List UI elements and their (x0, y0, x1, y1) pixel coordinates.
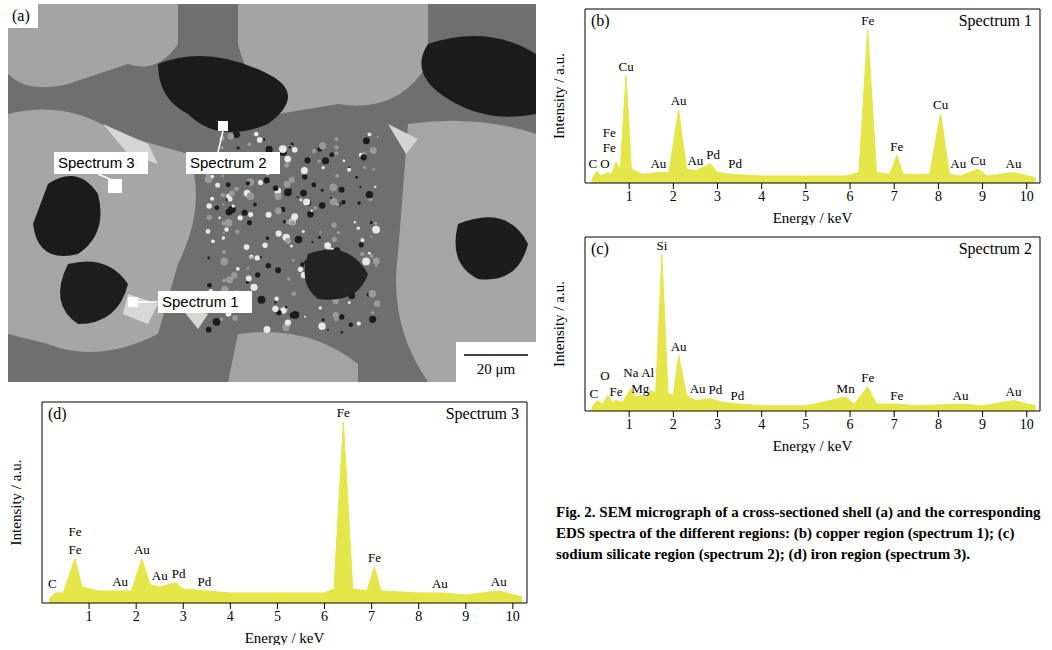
svg-text:6: 6 (321, 609, 328, 624)
svg-text:6: 6 (847, 417, 854, 432)
svg-text:Au: Au (112, 574, 128, 589)
svg-text:Fe: Fe (890, 388, 903, 403)
svg-text:Intensity / a.u.: Intensity / a.u. (551, 53, 567, 139)
svg-text:Spectrum 1: Spectrum 1 (162, 293, 239, 310)
svg-text:Au: Au (690, 381, 706, 396)
svg-text:1: 1 (626, 189, 633, 204)
svg-text:Si: Si (656, 238, 667, 253)
svg-text:Energy / keV: Energy / keV (773, 438, 853, 453)
html-text:Spectrum 3: Spectrum 3 (445, 405, 519, 422)
svg-text:Au: Au (671, 339, 687, 354)
svg-text:Fe: Fe (861, 370, 874, 385)
svg-text:Pd: Pd (708, 382, 722, 397)
svg-text:Au: Au (432, 576, 448, 591)
svg-text:4: 4 (758, 417, 765, 432)
svg-text:Energy / keV: Energy / keV (245, 630, 325, 645)
svg-text:2: 2 (670, 189, 677, 204)
svg-text:O: O (600, 156, 609, 171)
svg-text:3: 3 (180, 609, 187, 624)
svg-text:Fe: Fe (68, 524, 81, 539)
svg-text:Au: Au (491, 574, 507, 589)
svg-text:Au: Au (1006, 384, 1022, 399)
svg-text:3: 3 (714, 417, 721, 432)
svg-text:Fe: Fe (609, 384, 622, 399)
svg-text:Spectrum 3: Spectrum 3 (58, 154, 135, 171)
svg-text:5: 5 (274, 609, 281, 624)
svg-text:Cu: Cu (933, 97, 949, 112)
svg-text:Spectrum 2: Spectrum 2 (190, 154, 267, 171)
html-text:(b): (b) (591, 12, 610, 29)
html-text:Fig. 2. SEM micrograph of a cr: Fig. 2. SEM micrograph of a cross-sectio… (556, 504, 1041, 562)
svg-text:Au: Au (134, 542, 150, 557)
html-text:Spectrum 1: Spectrum 1 (958, 12, 1032, 29)
svg-text:7: 7 (891, 189, 898, 204)
svg-text:Fe: Fe (890, 139, 903, 154)
svg-text:Fe: Fe (603, 140, 616, 155)
svg-text:Au: Au (687, 153, 703, 168)
svg-text:Au: Au (953, 388, 969, 403)
svg-text:4: 4 (227, 609, 234, 624)
svg-text:Au: Au (950, 156, 966, 171)
svg-text:Pd: Pd (731, 388, 745, 403)
svg-text:3: 3 (714, 189, 721, 204)
svg-text:2: 2 (133, 609, 140, 624)
svg-text:Fe: Fe (603, 125, 616, 140)
svg-text:1: 1 (626, 417, 633, 432)
svg-text:7: 7 (891, 417, 898, 432)
svg-text:Mg: Mg (631, 381, 650, 396)
svg-text:Al: Al (641, 365, 654, 380)
svg-text:Fe: Fe (68, 542, 81, 557)
svg-text:Au: Au (650, 156, 666, 171)
svg-text:O: O (600, 368, 609, 383)
svg-text:Au: Au (1006, 156, 1022, 171)
svg-text:Cu: Cu (618, 59, 634, 74)
svg-text:20 μm: 20 μm (477, 361, 516, 377)
svg-text:Cu: Cu (971, 153, 987, 168)
svg-text:(a): (a) (12, 7, 30, 25)
html-text:(d): (d) (48, 405, 67, 422)
svg-text:4: 4 (758, 189, 765, 204)
svg-text:5: 5 (802, 189, 809, 204)
svg-text:Fe: Fe (368, 550, 381, 565)
svg-text:8: 8 (935, 189, 942, 204)
svg-text:Fe: Fe (861, 13, 874, 28)
svg-text:7: 7 (368, 609, 375, 624)
svg-text:Pd: Pd (728, 156, 742, 171)
svg-text:2: 2 (670, 417, 677, 432)
html-text:(c): (c) (591, 240, 609, 257)
svg-text:Mn: Mn (837, 381, 856, 396)
svg-text:Intensity / a.u.: Intensity / a.u. (551, 281, 567, 367)
svg-text:9: 9 (462, 609, 469, 624)
svg-text:Intensity / a.u.: Intensity / a.u. (8, 460, 24, 546)
svg-text:C: C (589, 156, 598, 171)
svg-text:Pd: Pd (198, 574, 212, 589)
svg-text:Na: Na (623, 365, 638, 380)
svg-text:8: 8 (415, 609, 422, 624)
svg-text:10: 10 (1020, 417, 1034, 432)
svg-text:C: C (48, 576, 57, 591)
svg-text:Pd: Pd (706, 147, 720, 162)
svg-text:8: 8 (935, 417, 942, 432)
svg-text:Au: Au (671, 93, 687, 108)
svg-text:Fe: Fe (337, 405, 350, 420)
svg-text:Energy / keV: Energy / keV (773, 210, 853, 225)
svg-text:9: 9 (979, 417, 986, 432)
svg-text:1: 1 (86, 609, 93, 624)
svg-text:Pd: Pd (172, 566, 186, 581)
html-text:Spectrum 2: Spectrum 2 (958, 240, 1032, 257)
svg-text:C: C (589, 386, 598, 401)
svg-text:10: 10 (506, 609, 520, 624)
svg-text:5: 5 (802, 417, 809, 432)
svg-text:10: 10 (1020, 189, 1034, 204)
svg-text:Au: Au (152, 568, 168, 583)
svg-text:9: 9 (979, 189, 986, 204)
svg-text:6: 6 (847, 189, 854, 204)
